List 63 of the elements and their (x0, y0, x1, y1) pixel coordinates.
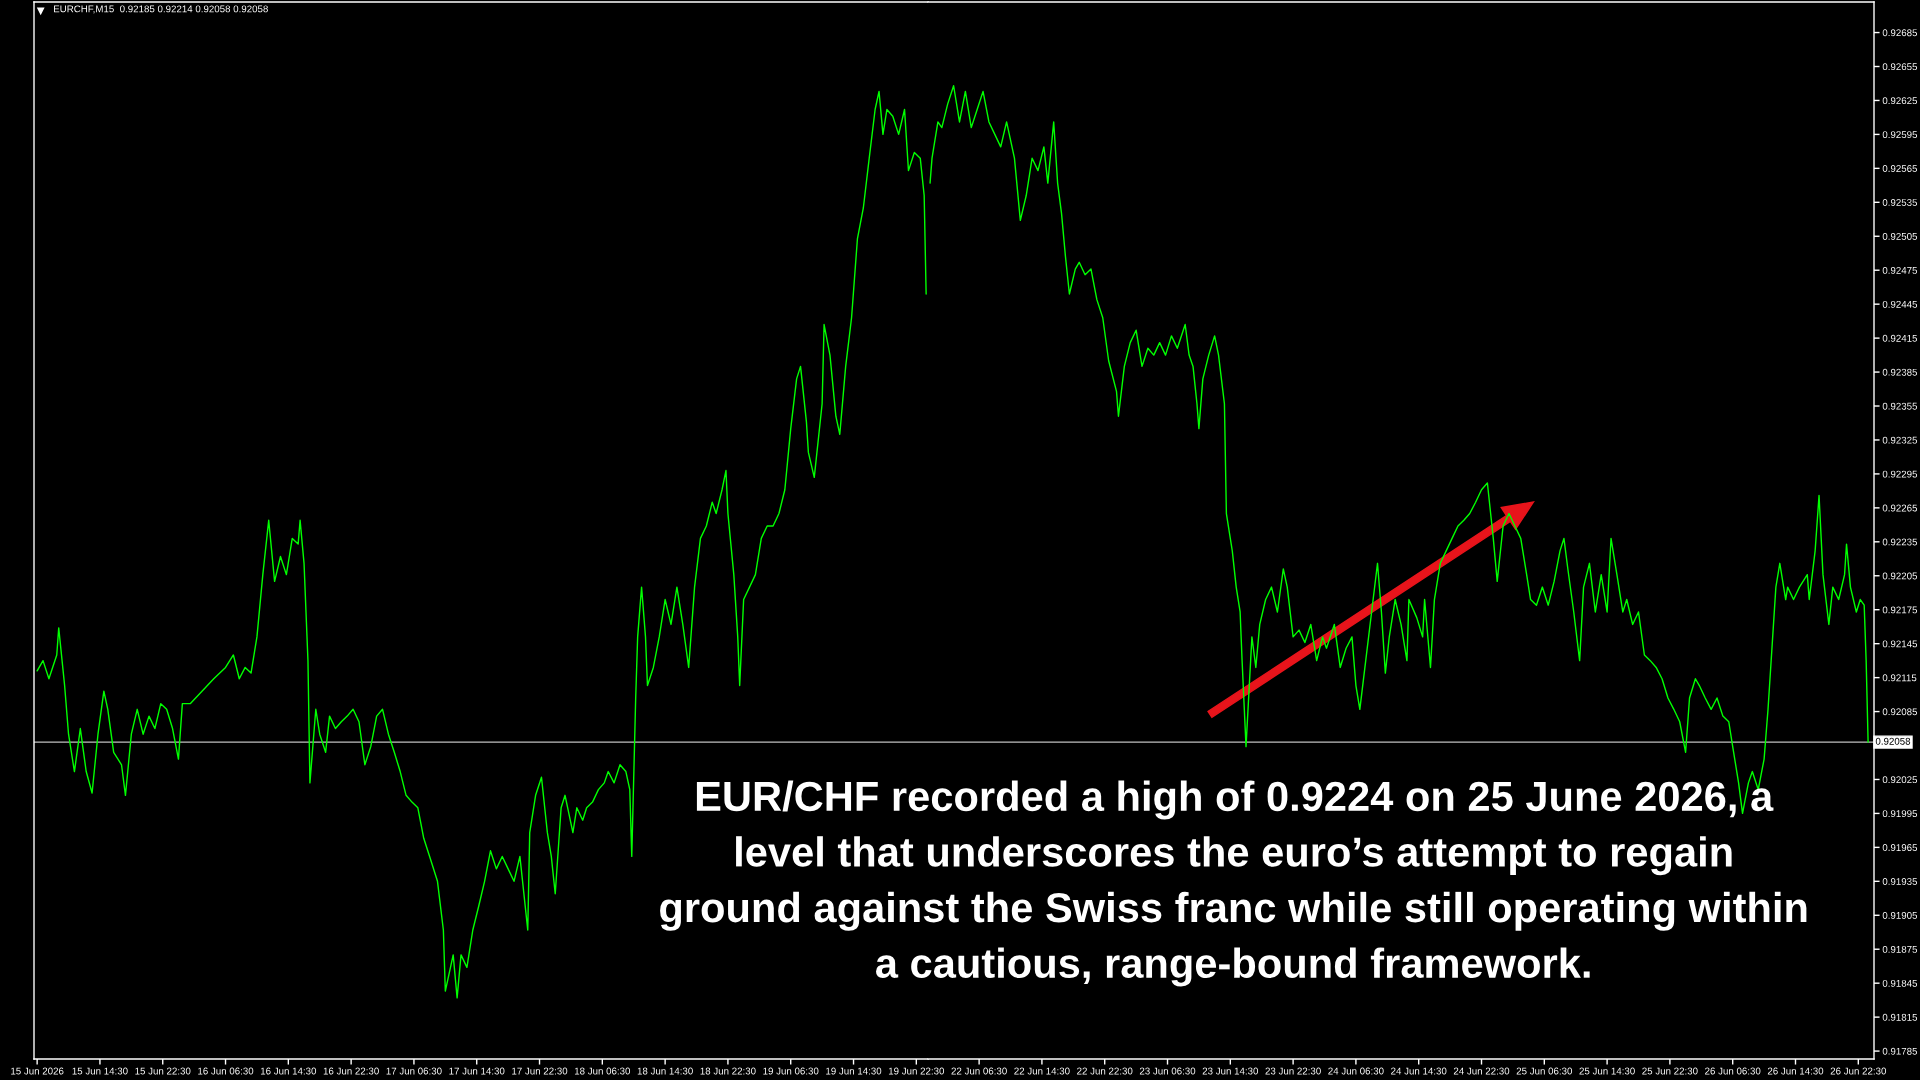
x-tick-label: 22 Jun 06:30 (951, 1067, 1007, 1075)
y-tick-label: 0.92385 (1882, 368, 1918, 376)
x-tick-label: 26 Jun 22:30 (1830, 1067, 1887, 1075)
x-tick-label: 17 Jun 06:30 (386, 1067, 442, 1075)
x-tick-label: 24 Jun 06:30 (1328, 1067, 1384, 1075)
x-tick-label: 19 Jun 14:30 (826, 1067, 882, 1075)
y-tick-label: 0.91905 (1882, 912, 1918, 919)
y-tick-label: 0.92265 (1882, 504, 1918, 512)
y-tick-label: 0.92565 (1882, 165, 1918, 172)
y-tick-label: 0.92355 (1882, 402, 1918, 410)
y-tick-label: 0.91965 (1882, 844, 1918, 851)
y-tick-label: 0.92625 (1882, 97, 1918, 105)
x-tick-label: 26 Jun 06:30 (1705, 1067, 1761, 1075)
x-tick-label: 16 Jun 14:30 (260, 1067, 317, 1075)
chart-title: EURCHF,M15 0.92185 0.92214 0.92058 0.92058 (54, 5, 268, 14)
x-tick-label: 19 Jun 06:30 (763, 1067, 819, 1075)
x-tick-label: 25 Jun 22:30 (1642, 1067, 1698, 1075)
y-tick-label: 0.92535 (1882, 199, 1918, 206)
y-tick-label: 0.92445 (1882, 300, 1918, 308)
y-tick-label: 0.92295 (1882, 470, 1918, 478)
x-tick-label: 16 Jun 06:30 (198, 1067, 254, 1075)
y-tick-label: 0.92325 (1882, 436, 1918, 444)
x-tick-label: 15 Jun 22:30 (135, 1067, 191, 1075)
x-tick-label: 25 Jun 06:30 (1516, 1067, 1573, 1075)
x-tick-label: 23 Jun 22:30 (1265, 1067, 1321, 1075)
x-tick-label: 18 Jun 22:30 (700, 1067, 756, 1075)
y-tick-label: 0.92655 (1882, 63, 1918, 71)
y-tick-label: 0.92595 (1882, 131, 1918, 139)
x-tick-label: 24 Jun 14:30 (1391, 1067, 1447, 1075)
y-tick-label: 0.92685 (1882, 29, 1918, 37)
x-tick-label: 23 Jun 06:30 (1139, 1067, 1196, 1075)
y-tick-label: 0.91815 (1882, 1013, 1918, 1021)
x-tick-label: 17 Jun 22:30 (512, 1067, 568, 1075)
y-tick-label: 0.91995 (1882, 810, 1918, 818)
x-tick-label: 18 Jun 06:30 (574, 1067, 631, 1075)
annotation: EUR/CHF recorded a high of 0.9224 on 25 June 2026, a level that underscores the euro’s attempt to regain ground against the Swiss franc while still operating within a cautious, range-bound framework. (660, 780, 1807, 987)
y-tick-label: 0.92505 (1882, 232, 1918, 240)
x-tick-label: 16 Jun 22:30 (323, 1067, 379, 1075)
y-tick-label: 0.92205 (1882, 572, 1918, 580)
y-tick-label: 0.91875 (1882, 945, 1918, 953)
x-tick-label: 18 Jun 14:30 (637, 1067, 693, 1075)
y-tick-label: 0.91935 (1882, 878, 1918, 885)
x-tick-label: 15 Jun 2026 (11, 1067, 64, 1075)
x-tick-label: 22 Jun 14:30 (1014, 1067, 1070, 1075)
x-tick-label: 23 Jun 14:30 (1202, 1067, 1259, 1075)
ref-line-label: 0.92058 (1875, 737, 1911, 745)
x-tick-label: 22 Jun 22:30 (1077, 1067, 1133, 1075)
x-tick-label: 26 Jun 14:30 (1767, 1067, 1824, 1075)
x-tick-label: 24 Jun 22:30 (1453, 1067, 1510, 1075)
y-tick-label: 0.91785 (1882, 1047, 1918, 1055)
x-tick-label: 25 Jun 14:30 (1579, 1067, 1635, 1075)
x-tick-label: 17 Jun 14:30 (449, 1067, 505, 1075)
y-tick-label: 0.92145 (1882, 640, 1918, 648)
x-tick-label: 19 Jun 22:30 (888, 1067, 945, 1075)
y-tick-label: 0.92235 (1882, 538, 1918, 546)
y-tick-label: 0.92475 (1882, 266, 1918, 274)
y-tick-label: 0.92085 (1882, 708, 1918, 716)
y-tick-label: 0.91845 (1882, 979, 1918, 987)
x-tick-label: 15 Jun 14:30 (72, 1067, 128, 1075)
y-tick-label: 0.92175 (1882, 606, 1918, 614)
y-tick-label: 0.92115 (1882, 674, 1917, 682)
y-tick-label: 0.92025 (1882, 776, 1918, 784)
y-tick-label: 0.92415 (1882, 334, 1918, 342)
